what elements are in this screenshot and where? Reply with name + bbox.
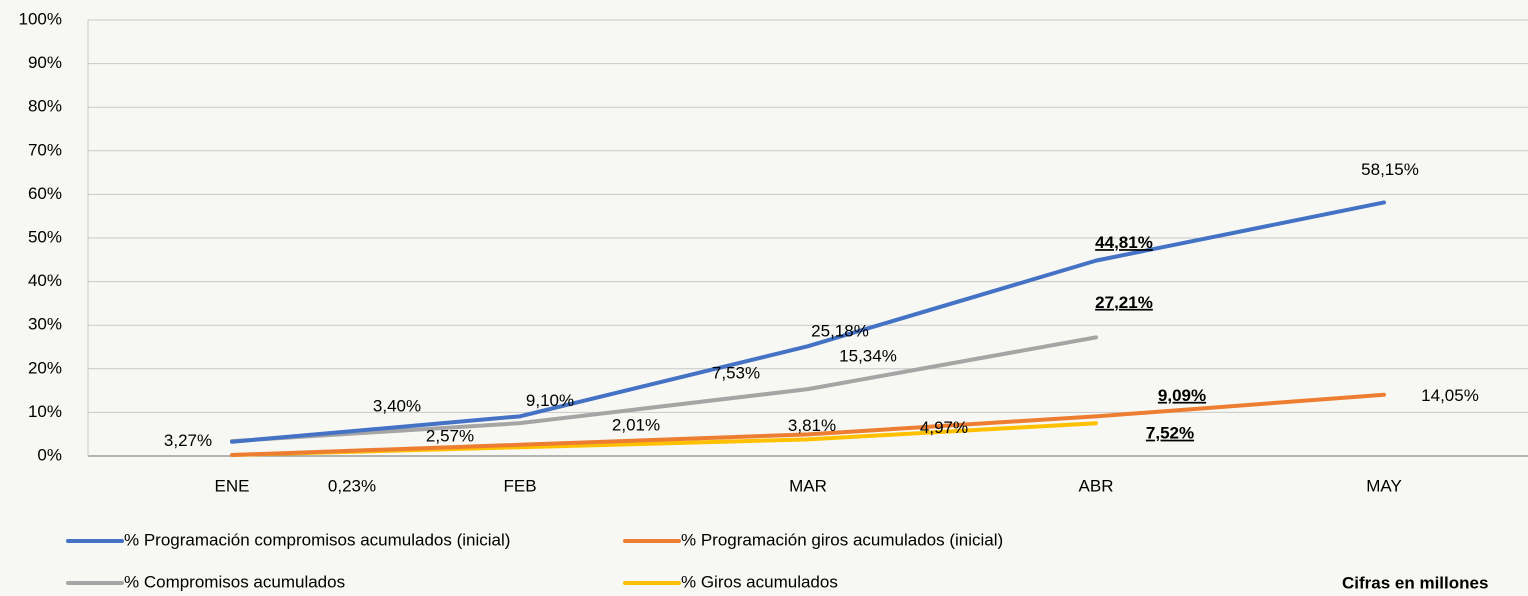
data-label: 3,40%: [373, 397, 421, 416]
y-tick-label: 60%: [28, 184, 62, 203]
data-label: 14,05%: [1421, 386, 1479, 405]
data-label: 9,10%: [526, 391, 574, 410]
legend-label: % Programación compromisos acumulados (i…: [124, 530, 510, 549]
data-label: 15,34%: [839, 347, 897, 366]
y-tick-label: 50%: [28, 227, 62, 246]
y-tick-label: 80%: [28, 97, 62, 116]
data-label: 7,52%: [1146, 424, 1194, 443]
x-tick-label: FEB: [503, 476, 536, 495]
y-tick-label: 20%: [28, 358, 62, 377]
data-label: 58,15%: [1361, 160, 1419, 179]
data-label: 0,23%: [328, 476, 376, 495]
legend-label: % Giros acumulados: [681, 572, 838, 591]
data-label: 25,18%: [811, 322, 869, 341]
x-tick-label: ABR: [1079, 476, 1114, 495]
legend-label: % Compromisos acumulados: [124, 572, 345, 591]
series-line: [230, 335, 1098, 444]
y-tick-label: 90%: [28, 53, 62, 72]
data-label: 4,97%: [920, 418, 968, 437]
note: Cifras en millones: [1342, 573, 1488, 592]
y-tick-label: 100%: [19, 9, 62, 28]
data-label: 44,81%: [1095, 233, 1153, 252]
y-tick-label: 30%: [28, 315, 62, 334]
y-tick-label: 10%: [28, 402, 62, 421]
data-label: 27,21%: [1095, 293, 1153, 312]
x-tick-label: MAR: [789, 476, 827, 495]
legend-label: % Programación giros acumulados (inicial…: [681, 530, 1003, 549]
x-tick-label: ENE: [215, 476, 250, 495]
data-label: 3,81%: [788, 416, 836, 435]
data-label: 2,57%: [426, 426, 474, 445]
x-tick-label: MAY: [1366, 476, 1402, 495]
y-tick-label: 0%: [37, 445, 62, 464]
data-label: 9,09%: [1158, 386, 1206, 405]
y-tick-label: 70%: [28, 140, 62, 159]
series-line: [230, 200, 1386, 444]
y-tick-label: 40%: [28, 271, 62, 290]
data-label: 3,27%: [164, 431, 212, 450]
series-line: [230, 392, 1386, 457]
data-label: 7,53%: [712, 364, 760, 383]
data-label: 2,01%: [612, 416, 660, 435]
